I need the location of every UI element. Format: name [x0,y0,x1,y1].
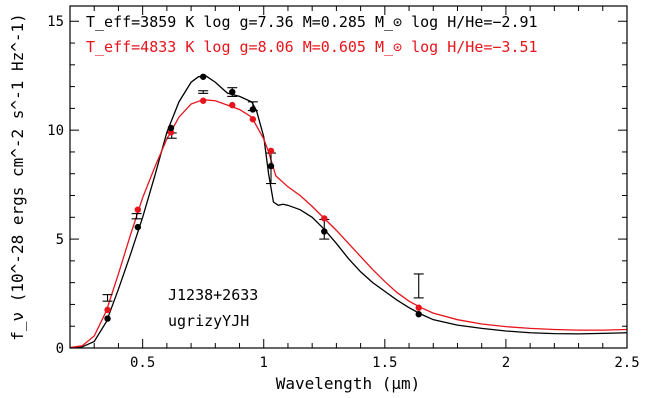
x-tick-label: 2 [502,355,510,371]
y-tick-label: 5 [56,232,64,248]
y-tick-label: 0 [56,341,64,357]
x-tick-label: 1 [260,355,268,371]
red_model-point [415,304,422,311]
black-model-annotation: T_eff=3859 K log g=7.36 M=0.285 M_⊙ log … [86,13,538,31]
observed-point [102,294,113,302]
x-tick-label: 1.5 [372,355,397,371]
black_model-curve [70,75,627,348]
black_model-point [167,124,175,132]
black_model-point [134,223,142,231]
red_model-point [199,97,207,104]
y-tick-label: 10 [47,123,64,139]
red_model-curve [70,99,627,348]
black_model-point [229,88,236,96]
red-model-annotation: T_eff=4833 K log g=8.06 M=0.605 M_⊙ log … [86,38,538,56]
x-tick-label: 0.5 [130,355,155,371]
tick-labels: 0.5 1 1.5 2 2.5 0 5 10 15 [47,14,640,371]
red_model-point [134,206,142,213]
y-tick-label: 15 [47,14,64,30]
observed-error-bars [102,87,424,302]
black_model-point [199,73,207,80]
filters-label: ugrizyYJH [168,312,249,330]
object-label: J1238+2633 [168,286,258,304]
x-axis-label: Wavelength (μm) [276,374,421,393]
red_model-point [321,215,328,222]
observed-point [198,90,209,94]
black_model-point [321,228,328,235]
axis-ticks [69,6,628,349]
black_model-point [249,106,257,113]
red_model-point [267,147,275,155]
black_model-point [267,162,275,170]
x-tick-label: 2.5 [614,355,639,371]
model-points [104,73,422,322]
black_model-point [415,311,422,318]
red_model-point [229,101,236,109]
observed-point [131,213,142,220]
observed-point [413,273,424,299]
y-axis-label: f_ν (10^-28 ergs cm^-2 s^-1 Hz^-1) [8,13,27,341]
red_model-point [104,306,111,314]
plot-frame [69,5,628,349]
red_model-point [249,116,257,123]
black_model-point [104,315,111,322]
model-curves [70,75,627,348]
